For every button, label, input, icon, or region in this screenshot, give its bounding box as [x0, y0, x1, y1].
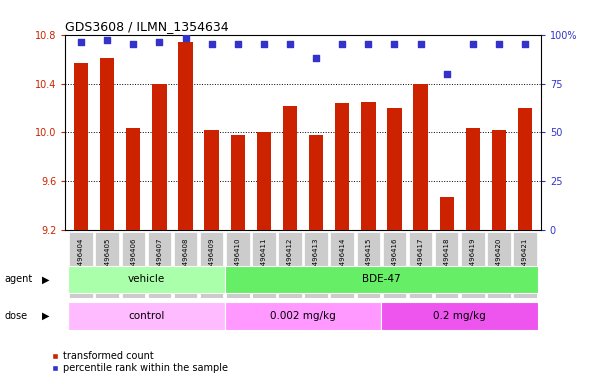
Bar — [74, 63, 88, 230]
Bar — [174, 232, 197, 298]
Point — [259, 41, 269, 48]
Point — [494, 41, 504, 48]
Point — [337, 41, 347, 48]
Text: GSM496419: GSM496419 — [470, 238, 476, 280]
Text: GSM496407: GSM496407 — [156, 238, 163, 280]
Point — [311, 55, 321, 61]
Bar — [357, 232, 380, 298]
Bar — [361, 102, 376, 230]
Bar — [68, 302, 225, 329]
Bar — [252, 232, 276, 298]
Text: GDS3608 / ILMN_1354634: GDS3608 / ILMN_1354634 — [65, 20, 229, 33]
Bar — [100, 58, 114, 230]
Bar — [492, 130, 506, 230]
Text: GSM496417: GSM496417 — [417, 238, 423, 280]
Point — [364, 41, 373, 48]
Bar — [200, 232, 224, 298]
Text: GSM496409: GSM496409 — [208, 238, 214, 280]
Point — [520, 41, 530, 48]
Bar — [225, 302, 381, 329]
Point — [415, 41, 425, 48]
Text: vehicle: vehicle — [128, 274, 165, 285]
Bar — [439, 197, 454, 230]
Bar — [461, 232, 485, 298]
Bar — [278, 232, 302, 298]
Bar — [487, 232, 511, 298]
Bar — [283, 106, 297, 230]
Bar — [381, 302, 538, 329]
Point — [76, 39, 86, 45]
Text: 0.002 mg/kg: 0.002 mg/kg — [270, 311, 336, 321]
Bar — [382, 232, 406, 298]
Text: GSM496421: GSM496421 — [522, 238, 528, 280]
Bar — [257, 132, 271, 230]
Text: GSM496414: GSM496414 — [339, 238, 345, 280]
Text: ▶: ▶ — [42, 311, 49, 321]
Point — [181, 35, 191, 41]
Text: GSM496410: GSM496410 — [235, 238, 241, 280]
Point — [390, 41, 400, 48]
Bar — [331, 232, 354, 298]
Point — [233, 41, 243, 48]
Point — [207, 41, 216, 48]
Text: GSM496415: GSM496415 — [365, 238, 371, 280]
Bar — [304, 232, 328, 298]
Text: GSM496416: GSM496416 — [392, 238, 398, 280]
Bar — [409, 232, 433, 298]
Text: control: control — [128, 311, 164, 321]
Bar — [335, 103, 349, 230]
Text: agent: agent — [4, 274, 32, 285]
Bar — [466, 127, 480, 230]
Bar — [226, 232, 249, 298]
Text: GSM496406: GSM496406 — [130, 238, 136, 280]
Text: GSM496420: GSM496420 — [496, 238, 502, 280]
Text: GSM496412: GSM496412 — [287, 238, 293, 280]
Bar — [414, 84, 428, 230]
Bar — [95, 232, 119, 298]
Text: GSM496404: GSM496404 — [78, 238, 84, 280]
Text: dose: dose — [4, 311, 27, 321]
Text: GSM496413: GSM496413 — [313, 238, 319, 280]
Text: ▶: ▶ — [42, 274, 49, 285]
Bar — [148, 232, 171, 298]
Bar — [387, 108, 401, 230]
Bar — [68, 266, 225, 293]
Text: GSM496408: GSM496408 — [183, 238, 189, 280]
Bar — [126, 127, 141, 230]
Bar — [69, 232, 93, 298]
Point — [102, 37, 112, 43]
Text: GSM496411: GSM496411 — [261, 238, 267, 280]
Bar — [225, 266, 538, 293]
Bar — [152, 84, 167, 230]
Bar — [309, 135, 323, 230]
Bar — [435, 232, 458, 298]
Bar — [205, 130, 219, 230]
Text: GSM496418: GSM496418 — [444, 238, 450, 280]
Point — [442, 71, 452, 77]
Bar — [513, 232, 537, 298]
Text: 0.2 mg/kg: 0.2 mg/kg — [433, 311, 486, 321]
Legend: transformed count, percentile rank within the sample: transformed count, percentile rank withi… — [48, 348, 232, 377]
Text: GSM496405: GSM496405 — [104, 238, 110, 280]
Bar — [178, 42, 192, 230]
Bar — [230, 135, 245, 230]
Text: BDE-47: BDE-47 — [362, 274, 401, 285]
Point — [285, 41, 295, 48]
Point — [155, 39, 164, 45]
Point — [128, 41, 138, 48]
Bar — [122, 232, 145, 298]
Bar — [518, 108, 532, 230]
Point — [468, 41, 478, 48]
